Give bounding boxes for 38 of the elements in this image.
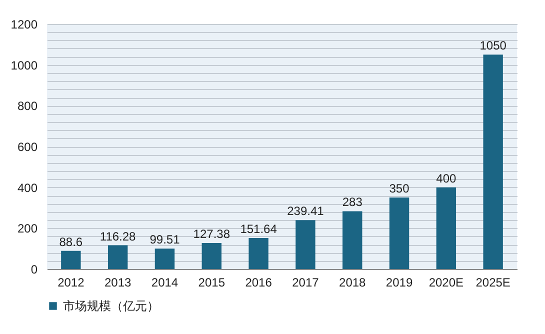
data-label: 88.6 [59,234,83,249]
data-label: 350 [389,182,410,196]
data-label: 1050 [480,38,507,53]
data-label: 283 [342,195,363,210]
data-label: 151.64 [240,222,278,236]
x-tick-label: 2019 [386,276,413,290]
x-tick-label: 2013 [104,276,132,290]
y-tick-label: 0 [30,262,38,276]
legend-label: 市场规模（亿元） [63,299,159,313]
bar [154,248,175,269]
data-label: 99.51 [150,232,180,247]
bar [61,250,81,269]
x-tick-label: 2018 [339,276,366,290]
data-label: 127.38 [193,226,230,241]
y-tick-label: 600 [17,140,38,154]
x-tick-label: 2016 [245,276,272,290]
x-tick-label: 2020E [428,276,464,290]
bar [296,220,316,269]
x-tick-label: 2012 [58,276,85,290]
y-tick-label: 1000 [10,58,38,72]
data-label: 239.41 [287,204,324,218]
x-tick-label: 2015 [198,276,226,290]
y-tick-label: 1200 [10,18,38,32]
y-tick-label: 800 [17,99,38,114]
data-label: 116.28 [100,229,136,244]
y-tick-label: 200 [17,222,38,236]
x-tick-label: 2025E [476,276,510,290]
x-tick-label: 2014 [151,276,178,290]
bar [389,198,410,269]
bar [342,211,362,269]
bar [436,187,456,269]
bar [483,54,503,269]
bar [108,245,128,269]
y-tick-label: 400 [17,180,38,195]
bar [202,242,222,269]
x-tick-label: 2017 [292,276,320,290]
bar [248,238,268,269]
data-label: 400 [436,171,457,186]
